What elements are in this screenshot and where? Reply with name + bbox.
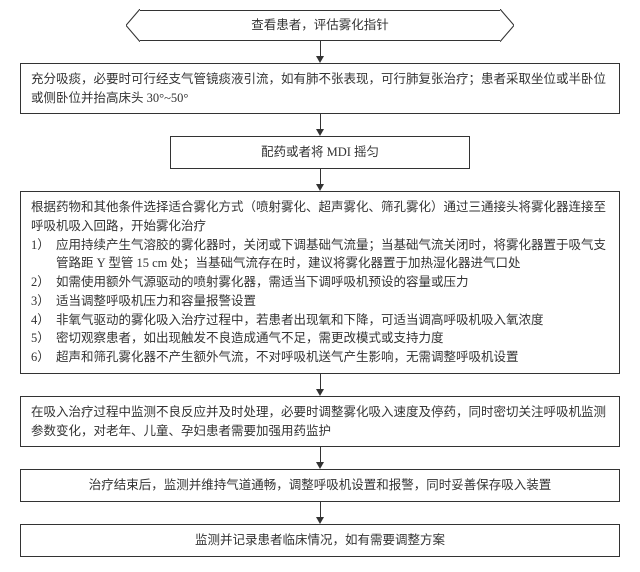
list-item: 2）如需使用额外气源驱动的喷射雾化器，需适当下调呼吸机预设的容量或压力 <box>56 273 609 292</box>
step-3-text: 配药或者将 MDI 摇匀 <box>261 145 379 159</box>
list-item: 5）密切观察患者，如出现触发不良造成通气不足，需更改模式或支持力度 <box>56 329 609 348</box>
item-num: 4） <box>31 311 56 330</box>
step-3: 配药或者将 MDI 摇匀 <box>170 136 470 169</box>
step-6-text: 治疗结束后，监测并维持气道通畅，调整呼吸机设置和报警，同时妥善保存吸入装置 <box>89 478 552 492</box>
item-num: 5） <box>31 329 56 348</box>
arrow-4 <box>316 374 324 396</box>
step-4-list: 1）应用持续产生气溶胶的雾化器时，关闭或下调基础气流量；当基础气流关闭时，将雾化… <box>31 236 609 367</box>
arrow-3 <box>316 169 324 191</box>
step-6: 治疗结束后，监测并维持气道通畅，调整呼吸机设置和报警，同时妥善保存吸入装置 <box>20 469 620 502</box>
item-text: 超声和筛孔雾化器不产生额外气流，不对呼吸机送气产生影响，无需调整呼吸机设置 <box>56 350 519 364</box>
step-4-intro: 根据药物和其他条件选择适合雾化方式（喷射雾化、超声雾化、筛孔雾化）通过三通接头将… <box>31 198 609 236</box>
step-2: 充分吸痰，必要时可行经支气管镜痰液引流，如有肺不张表现，可行肺复张治疗；患者采取… <box>20 63 620 115</box>
arrow-2 <box>316 114 324 136</box>
hex-left-cap <box>126 10 140 41</box>
flowchart: 查看患者，评估雾化指针 充分吸痰，必要时可行经支气管镜痰液引流，如有肺不张表现，… <box>20 10 620 557</box>
step-5-text: 在吸入治疗过程中监测不良反应并及时处理，必要时调整雾化吸入速度及停药，同时密切关… <box>31 405 606 438</box>
step-7: 监测并记录患者临床情况，如有需要调整方案 <box>20 524 620 557</box>
item-text: 适当调整呼吸机压力和容量报警设置 <box>56 294 256 308</box>
step-7-text: 监测并记录患者临床情况，如有需要调整方案 <box>195 533 445 547</box>
item-text: 应用持续产生气溶胶的雾化器时，关闭或下调基础气流量；当基础气流关闭时，将雾化器置… <box>56 238 606 271</box>
step-5: 在吸入治疗过程中监测不良反应并及时处理，必要时调整雾化吸入速度及停药，同时密切关… <box>20 396 620 448</box>
step-4: 根据药物和其他条件选择适合雾化方式（喷射雾化、超声雾化、筛孔雾化）通过三通接头将… <box>20 191 620 374</box>
item-text: 密切观察患者，如出现触发不良造成通气不足，需更改模式或支持力度 <box>56 331 444 345</box>
list-item: 6）超声和筛孔雾化器不产生额外气流，不对呼吸机送气产生影响，无需调整呼吸机设置 <box>56 348 609 367</box>
item-num: 2） <box>31 273 56 292</box>
arrow-6 <box>316 502 324 524</box>
list-item: 1）应用持续产生气溶胶的雾化器时，关闭或下调基础气流量；当基础气流关闭时，将雾化… <box>56 236 609 274</box>
hex-right-cap <box>500 10 514 41</box>
arrow-5 <box>316 447 324 469</box>
item-num: 1） <box>31 236 56 255</box>
item-num: 6） <box>31 348 56 367</box>
arrow-1 <box>316 41 324 63</box>
step-1-text: 查看患者，评估雾化指针 <box>140 10 500 41</box>
list-item: 4）非氧气驱动的雾化吸入治疗过程中，若患者出现氧和下降，可适当调高呼吸机吸入氧浓… <box>56 311 609 330</box>
list-item: 3）适当调整呼吸机压力和容量报警设置 <box>56 292 609 311</box>
item-num: 3） <box>31 292 56 311</box>
step-2-text: 充分吸痰，必要时可行经支气管镜痰液引流，如有肺不张表现，可行肺复张治疗；患者采取… <box>31 72 606 105</box>
step-1-hex: 查看患者，评估雾化指针 <box>140 10 500 41</box>
item-text: 非氧气驱动的雾化吸入治疗过程中，若患者出现氧和下降，可适当调高呼吸机吸入氧浓度 <box>56 313 544 327</box>
item-text: 如需使用额外气源驱动的喷射雾化器，需适当下调呼吸机预设的容量或压力 <box>56 275 469 289</box>
